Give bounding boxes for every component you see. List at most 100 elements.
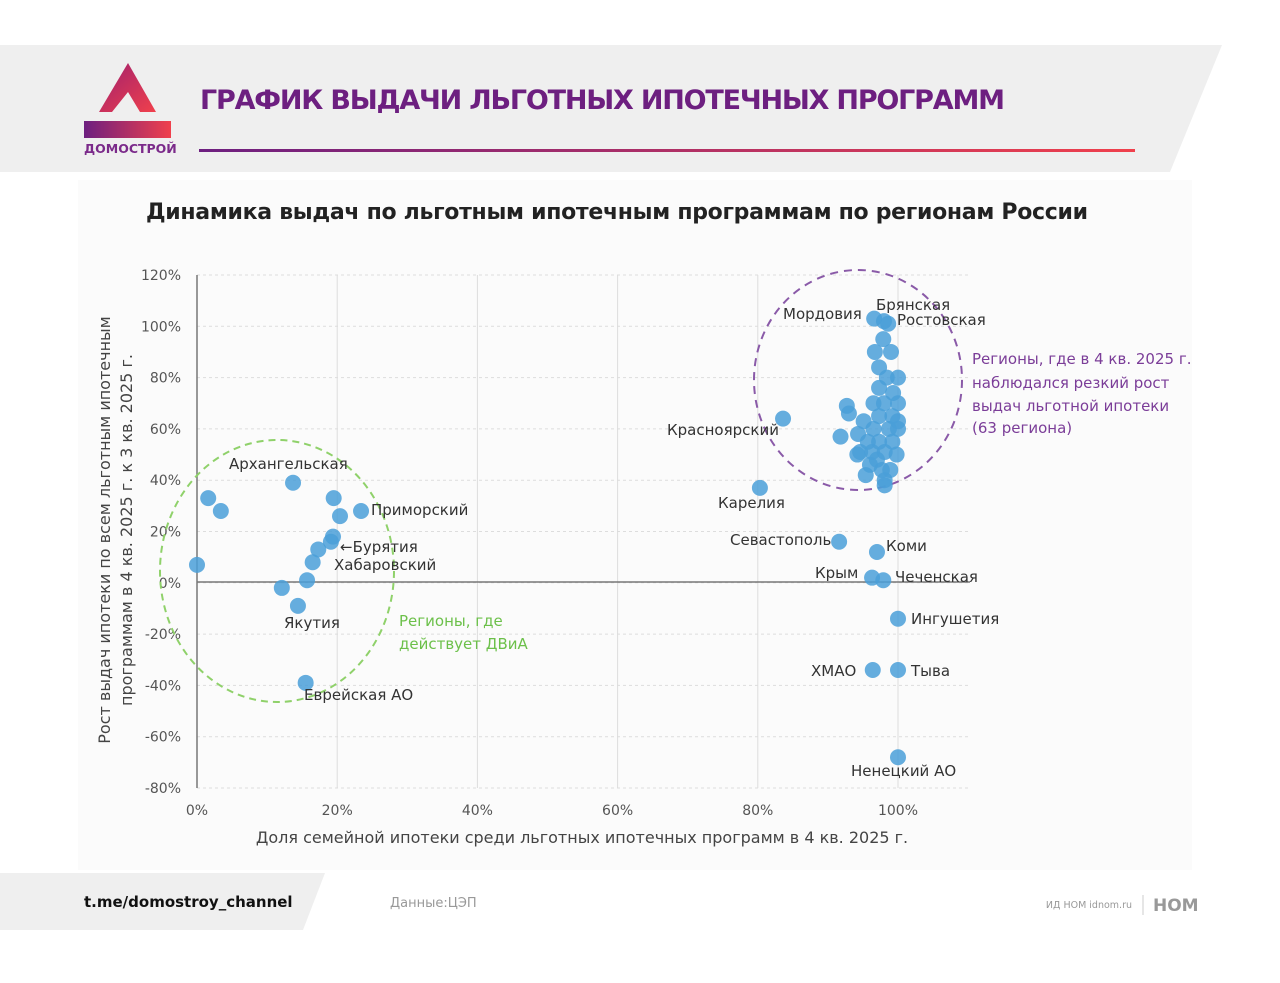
dvia-cluster-circle: [159, 439, 395, 703]
data-point: [751, 479, 768, 496]
data-point: [890, 413, 906, 430]
data-point: [273, 579, 290, 596]
data-point: [325, 490, 342, 507]
domostroy-logo: ДОМОСТРОЙ: [84, 63, 177, 156]
data-point: [888, 446, 905, 463]
data-point: [875, 331, 892, 348]
data-point: [890, 662, 906, 679]
label-yakutia: Якутия: [284, 614, 340, 632]
growth-annotation: Регионы, где в 4 кв. 2025 г. наблюдался …: [972, 350, 1191, 437]
data-point: [876, 477, 893, 494]
data-point: [882, 343, 899, 360]
data-point: [831, 533, 848, 550]
annotation-line: Регионы, где в 4 кв. 2025 г.: [972, 350, 1191, 368]
chart-background: [78, 180, 1192, 870]
data-point: [285, 474, 302, 491]
footer-band: [0, 873, 325, 930]
data-point: [297, 674, 314, 691]
chart-title: Динамика выдач по льготным ипотечным про…: [146, 200, 1088, 225]
ticks: 120% 100% 80% 60% 40% 20% 0% -20% -40% -60% -80% 0%…: [141, 268, 918, 819]
label-krasnoyarsk: Красноярский: [667, 421, 779, 439]
y-tick-label: -80%: [145, 781, 181, 797]
header-band: [0, 45, 1222, 172]
y-tick-label: 40%: [150, 473, 181, 489]
label-khabarovsk: Хабаровский: [334, 556, 436, 574]
data-point: [890, 395, 906, 412]
header-underline: [199, 149, 1135, 152]
data-point: [840, 405, 857, 422]
x-tick-label: 60%: [602, 803, 633, 819]
growth-cluster-circle: [753, 269, 963, 491]
data-point: [865, 420, 882, 437]
data-point: [890, 610, 906, 627]
y-tick-label: 0%: [159, 576, 181, 592]
y-tick-label: 120%: [141, 268, 181, 284]
channel-link[interactable]: t.me/domostroy_channel: [84, 893, 293, 911]
data-point: [866, 343, 883, 360]
label-khmao: ХМАО: [811, 662, 856, 680]
annotation-line: выдач льготной ипотеки: [972, 397, 1169, 415]
annotation-line: (63 региона): [972, 419, 1072, 437]
data-point: [871, 379, 888, 396]
y-tick-label: -20%: [145, 627, 181, 643]
y-tick-label: 60%: [150, 422, 181, 438]
data-point: [868, 544, 885, 561]
data-point: [189, 556, 205, 573]
data-point: [832, 428, 849, 445]
data-point: [880, 315, 897, 332]
dvia-annotation: Регионы, где действует ДВиА: [399, 612, 529, 653]
data-point: [864, 662, 881, 679]
x-tick-label: 100%: [878, 803, 918, 819]
header-title: ГРАФИК ВЫДАЧИ ЛЬГОТНЫХ ИПОТЕЧНЫХ ПРОГРАМ…: [200, 85, 1004, 116]
y-axis-label-line: Рост выдач ипотеки по всем льготным ипот…: [95, 316, 114, 743]
y-tick-label: 100%: [141, 319, 181, 335]
annotation-line: действует ДВиА: [399, 635, 529, 653]
x-tick-label: 0%: [186, 803, 208, 819]
data-point: [890, 369, 906, 386]
label-chechnya: Чеченская: [895, 568, 978, 586]
data-point: [332, 508, 349, 525]
credit: ИД НОМ idnom.ru: [1046, 900, 1132, 911]
data-point: [212, 502, 229, 519]
label-ingushetia: Ингушетия: [911, 610, 999, 628]
data-point: [304, 554, 321, 571]
label-mordovia: Мордовия: [783, 305, 862, 323]
y-tick-label: 80%: [150, 371, 181, 387]
label-komi: Коми: [886, 537, 927, 555]
label-buryatia: ←Бурятия: [340, 538, 418, 556]
data-point: [890, 749, 906, 766]
data-point: [289, 597, 306, 614]
data-point: [871, 408, 888, 425]
nom-logo: НОМ: [1153, 896, 1199, 916]
data-point: [868, 451, 885, 468]
y-tick-label: -60%: [145, 730, 181, 746]
label-nenets-ao: Ненецкий АО: [851, 762, 956, 780]
points: [189, 310, 906, 766]
label-tyva: Тыва: [910, 662, 950, 680]
data-source: Данные:ЦЭП: [390, 896, 477, 911]
y-axis-label: Рост выдач ипотеки по всем льготным ипот…: [95, 316, 136, 743]
data-point: [310, 541, 327, 558]
label-arkhangelsk: Архангельская: [229, 455, 348, 473]
label-rostov: Ростовская: [897, 311, 986, 329]
annotation-line: Регионы, где: [399, 612, 503, 630]
label-bryansk: Брянская: [876, 296, 950, 314]
label-karelia: Карелия: [718, 494, 785, 512]
x-axis-label: Доля семейной ипотеки среди льготных ипо…: [256, 828, 908, 847]
data-point: [299, 572, 316, 589]
label-sevastopol: Севастополь: [730, 531, 831, 549]
y-axis-label-line: программам в 4 кв. 2025 г. к 3 кв. 2025 …: [117, 354, 136, 706]
label-crimea: Крым: [815, 564, 858, 582]
data-point: [849, 446, 866, 463]
data-point: [353, 502, 370, 519]
x-tick-label: 80%: [742, 803, 773, 819]
data-point: [857, 467, 874, 484]
data-point: [200, 490, 217, 507]
data-point: [875, 572, 892, 589]
data-point: [865, 395, 882, 412]
x-tick-label: 20%: [322, 803, 353, 819]
point-labels: Архангельская Приморский ←Бурятия Хабаро…: [229, 296, 999, 780]
label-jewish-ao: Еврейская АО: [304, 686, 413, 704]
y-tick-label: 20%: [150, 525, 181, 541]
